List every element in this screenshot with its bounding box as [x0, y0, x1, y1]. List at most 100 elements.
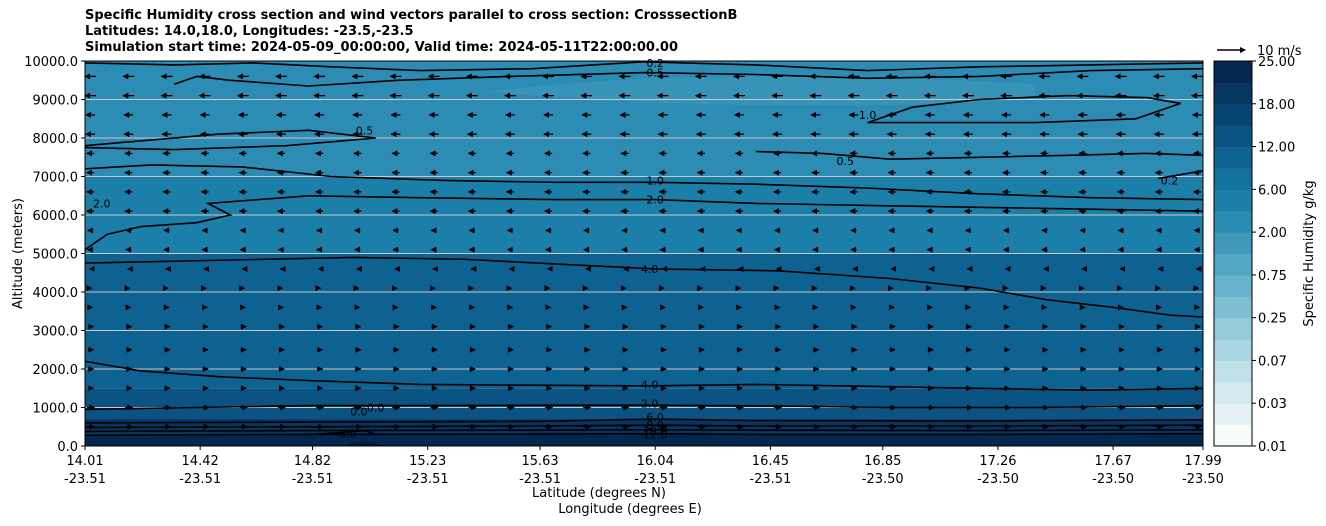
y-tick-label: 6000.0	[33, 209, 79, 224]
colorbar-segment	[1214, 253, 1252, 276]
contour-line	[84, 404, 1204, 411]
colorbar-tick-label: 2.00	[1258, 226, 1287, 241]
colorbar-segment	[1214, 360, 1252, 383]
contour-label: 0.2	[1161, 174, 1179, 187]
colorbar-label: Specific Humidity g/kg	[1302, 180, 1317, 326]
colorbar-segment	[1214, 103, 1252, 126]
chart-title-line-3: Simulation start time: 2024-05-09_00:00:…	[85, 40, 678, 55]
colorbar-tick-label: 0.07	[1258, 354, 1287, 369]
y-axis-label: Altitude (meters)	[11, 198, 26, 309]
colorbar-segment	[1214, 82, 1252, 105]
y-tick-label: 8000.0	[33, 132, 79, 147]
colorbar-segment	[1214, 125, 1252, 148]
x-tick-label-lat: 16.45	[752, 454, 789, 469]
colorbar-segment	[1214, 146, 1252, 169]
colorbar-tick-label: 6.00	[1258, 183, 1287, 198]
colorbar-tick-label: 0.03	[1258, 397, 1287, 412]
x-tick-label-lon: -23.51	[292, 472, 334, 487]
contour-label: 6.0	[646, 411, 664, 424]
x-axis-label-longitude: Longitude (degrees E)	[558, 502, 702, 517]
colorbar-segment	[1214, 381, 1252, 404]
contour-line	[84, 418, 1204, 424]
humidity-band	[85, 253, 1203, 389]
contour-line	[308, 429, 376, 436]
colorbar-segment	[1214, 424, 1252, 447]
contour-line	[84, 424, 1204, 429]
x-tick-label-lat: 17.26	[979, 454, 1016, 469]
contour-label: 1.0	[859, 109, 877, 122]
contour-line	[84, 164, 1204, 201]
contour-label: 0.0	[350, 405, 368, 418]
x-tick-label-lat: 17.99	[1184, 454, 1221, 469]
contour-label: 2.0	[641, 398, 659, 411]
y-tick-label: 7000.0	[33, 171, 79, 186]
contour-line	[84, 129, 376, 151]
wind-reference-label: 10 m/s	[1257, 44, 1302, 59]
contour-label: 2.0	[646, 194, 664, 207]
colorbar-segment	[1214, 274, 1252, 297]
contour-line	[84, 256, 1204, 318]
colorbar-segment	[1214, 317, 1252, 340]
terrain-bump	[342, 442, 387, 446]
colorbar-tick-label: 0.75	[1258, 269, 1287, 284]
x-tick-label-lat: 14.01	[66, 454, 103, 469]
y-tick-label: 4000.0	[33, 286, 79, 301]
x-tick-label-lon: -23.50	[977, 472, 1019, 487]
chart-title-line-1: Specific Humidity cross section and wind…	[85, 8, 738, 23]
contour-label: 4.0	[641, 263, 659, 276]
colorbar-frame	[1213, 60, 1253, 447]
x-tick-label-lon: -23.51	[64, 472, 106, 487]
contour-line	[174, 67, 1204, 87]
x-tick-label-lat: 15.23	[409, 454, 446, 469]
colorbar-tick-label: 0.25	[1258, 312, 1287, 327]
colorbar-segment	[1214, 189, 1252, 212]
humidity-band	[85, 61, 1203, 177]
contour-line	[84, 194, 1204, 251]
x-tick-label-lat: 14.42	[182, 454, 219, 469]
contour-label: 0.0	[367, 402, 385, 415]
x-tick-label-lon: -23.50	[1182, 472, 1224, 487]
y-tick-label: 3000.0	[33, 325, 79, 340]
x-tick-label-lon: -23.51	[519, 472, 561, 487]
x-tick-label-lon: -23.51	[749, 472, 791, 487]
contour-label: 8.0	[646, 419, 664, 432]
colorbar-segment	[1214, 339, 1252, 361]
contour-label: 0.2	[646, 57, 664, 70]
y-tick-label: 2000.0	[33, 363, 79, 378]
x-tick-label-lon: -23.50	[862, 472, 904, 487]
colorbar-segment	[1214, 61, 1252, 83]
contour-label: 4.0	[641, 378, 659, 391]
x-tick-label-lon: -23.51	[179, 472, 221, 487]
contour-line	[867, 94, 1181, 124]
contour-line	[84, 428, 1204, 433]
contour-line	[84, 60, 1204, 72]
contour-line	[1158, 169, 1204, 180]
contour-label: 0.5	[356, 124, 374, 137]
x-tick-label-lat: 17.67	[1095, 454, 1132, 469]
colorbar-tick-label: 12.00	[1258, 141, 1295, 156]
x-tick-label-lon: -23.51	[634, 472, 676, 487]
x-axis-label-latitude: Latitude (degrees N)	[532, 486, 666, 501]
colorbar-segment	[1214, 167, 1252, 190]
y-tick-label: 1000.0	[33, 402, 79, 417]
contour-label: 8.0	[339, 427, 357, 440]
x-tick-label-lat: 14.82	[294, 454, 331, 469]
chart-title-line-2: Latitudes: 14.0,18.0, Longitudes: -23.5,…	[85, 24, 414, 39]
contour-label: 2.0	[93, 197, 111, 210]
y-tick-label: 9000.0	[33, 94, 79, 109]
contour-label: 0.5	[836, 155, 854, 168]
colorbar-tick-label: 25.00	[1258, 55, 1295, 70]
colorbar-segment	[1214, 232, 1252, 254]
contour-label: 1.0	[646, 174, 664, 187]
colorbar-segment	[1214, 403, 1252, 426]
colorbar-tick-label: 18.00	[1258, 98, 1295, 113]
colorbar-segment	[1214, 296, 1252, 319]
humidity-band	[85, 388, 1203, 420]
y-tick-label: 5000.0	[33, 248, 79, 263]
x-tick-label-lon: -23.50	[1092, 472, 1134, 487]
colorbar-tick-label: 0.01	[1258, 440, 1287, 455]
x-tick-label-lat: 16.04	[637, 454, 674, 469]
colorbar-segment	[1214, 210, 1252, 233]
contour-line	[755, 150, 1204, 161]
